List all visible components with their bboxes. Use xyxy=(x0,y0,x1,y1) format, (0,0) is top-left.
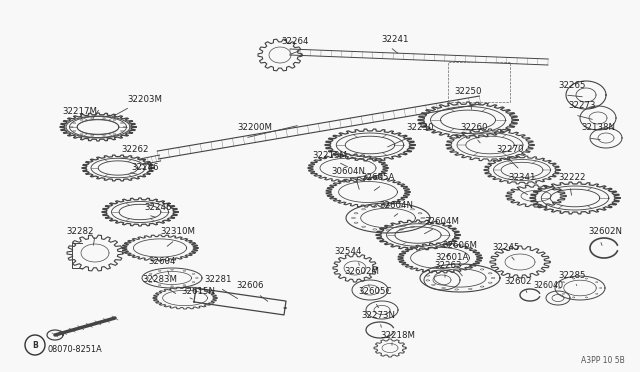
Text: 326040: 326040 xyxy=(533,282,563,291)
Text: 32264: 32264 xyxy=(281,38,308,46)
Text: 32282: 32282 xyxy=(67,228,93,237)
Text: 32604N: 32604N xyxy=(379,201,413,209)
Text: 32273: 32273 xyxy=(568,100,596,109)
Text: 32246: 32246 xyxy=(144,203,172,212)
Text: 32281: 32281 xyxy=(204,276,232,285)
Text: 32218M: 32218M xyxy=(381,330,415,340)
Text: 32222: 32222 xyxy=(558,173,586,183)
Text: A3PP 10 5B: A3PP 10 5B xyxy=(581,356,625,365)
Text: 32604M: 32604M xyxy=(424,218,460,227)
Text: 32262: 32262 xyxy=(121,145,148,154)
Text: 32270: 32270 xyxy=(496,145,524,154)
Text: 32283M: 32283M xyxy=(143,276,177,285)
Text: 32601A: 32601A xyxy=(435,253,468,263)
Text: 32217M: 32217M xyxy=(63,108,97,116)
Text: 30604N: 30604N xyxy=(331,167,365,176)
Text: 32604: 32604 xyxy=(148,257,176,266)
Text: 32615N: 32615N xyxy=(181,288,215,296)
Text: 32544: 32544 xyxy=(334,247,362,257)
Text: 08070-8251A: 08070-8251A xyxy=(48,346,102,355)
Text: 32138N: 32138N xyxy=(581,124,615,132)
Text: 32250: 32250 xyxy=(454,87,482,96)
Text: 32230: 32230 xyxy=(406,124,434,132)
Text: 32265: 32265 xyxy=(558,80,586,90)
Text: 32200M: 32200M xyxy=(237,124,273,132)
Text: 32203M: 32203M xyxy=(127,96,163,105)
Text: 32260: 32260 xyxy=(460,124,488,132)
Text: 32605A: 32605A xyxy=(362,173,395,183)
Text: 32602M: 32602M xyxy=(344,267,380,276)
Text: 32606: 32606 xyxy=(236,282,264,291)
Text: 32213M: 32213M xyxy=(312,151,348,160)
Text: 32245: 32245 xyxy=(492,244,520,253)
Text: 32246: 32246 xyxy=(131,164,159,173)
Text: B: B xyxy=(32,340,38,350)
Text: 32605C: 32605C xyxy=(358,288,392,296)
Text: 32341: 32341 xyxy=(508,173,536,183)
Text: 32602N: 32602N xyxy=(588,228,622,237)
Text: 32241: 32241 xyxy=(381,35,409,45)
Text: 32310M: 32310M xyxy=(161,228,195,237)
Text: 32606M: 32606M xyxy=(442,241,477,250)
Text: 32273N: 32273N xyxy=(361,311,395,320)
Text: 32285: 32285 xyxy=(558,270,586,279)
Text: 32263: 32263 xyxy=(435,260,461,269)
Text: 32602: 32602 xyxy=(504,278,532,286)
